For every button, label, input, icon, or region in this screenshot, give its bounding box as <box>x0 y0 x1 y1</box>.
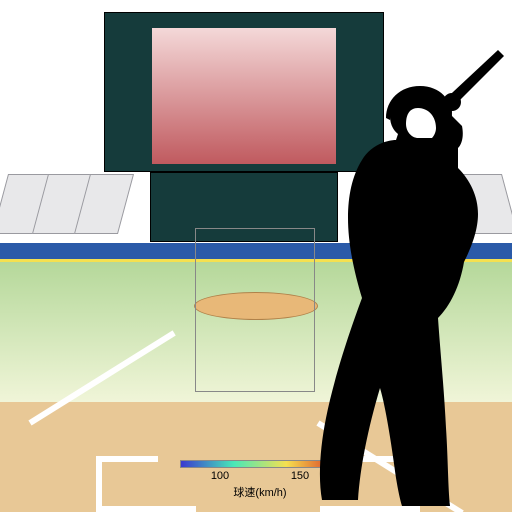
plate-line <box>96 456 102 512</box>
plate-line <box>96 456 158 462</box>
strike-zone <box>195 228 315 392</box>
batter-silhouette <box>300 48 510 510</box>
plate-line <box>96 506 196 512</box>
pitch-location-scene: 100 150 球速(km/h) <box>0 0 512 512</box>
legend-tick-0: 100 <box>211 470 229 482</box>
